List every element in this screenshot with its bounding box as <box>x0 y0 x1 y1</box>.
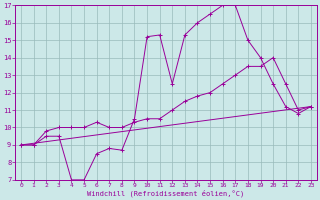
X-axis label: Windchill (Refroidissement éolien,°C): Windchill (Refroidissement éolien,°C) <box>87 190 244 197</box>
